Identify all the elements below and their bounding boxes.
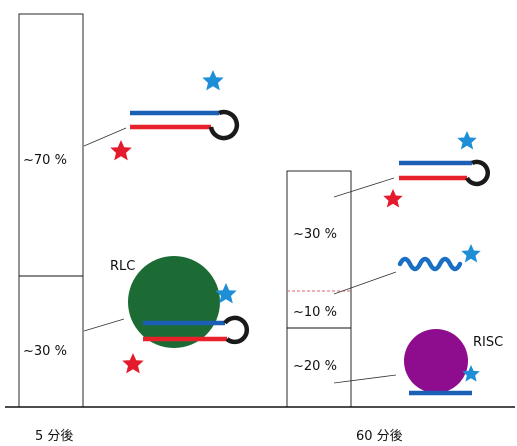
risc-complex-icon: RISC xyxy=(404,329,503,396)
blue-star-icon xyxy=(215,283,237,304)
column-5min: ~70 % ~30 % 5 分後 xyxy=(18,13,84,444)
pointer-60min-bottom xyxy=(333,374,397,384)
segment-label-5min-bottom: ~30 % xyxy=(23,344,67,359)
segment-label-60min-middle: ~10 % xyxy=(293,305,337,320)
pointer-5min-bottom xyxy=(83,318,125,332)
rlc-complex-icon: RLC xyxy=(110,256,249,348)
column-60min: ~30 % ~10 % ~20 % 60 分後 xyxy=(286,170,403,444)
blue-star-icon xyxy=(462,365,480,382)
segment-label-60min-top: ~30 % xyxy=(293,227,337,242)
red-star-icon xyxy=(122,353,144,374)
pointer-60min-top xyxy=(333,177,395,198)
blue-star-icon xyxy=(461,244,481,263)
hairpin-duplex-icon xyxy=(130,109,240,141)
segment-label-60min-bottom: ~20 % xyxy=(293,359,337,374)
red-star-icon xyxy=(383,189,403,208)
x-label-5min: 5 分後 xyxy=(35,429,73,444)
hairpin-duplex-icon xyxy=(399,159,490,187)
risc-label: RISC xyxy=(473,335,503,350)
bar-60min xyxy=(286,170,352,408)
x-label-60min: 60 分後 xyxy=(356,429,403,444)
wave-strand-icon xyxy=(397,256,463,272)
blue-star-icon xyxy=(457,131,477,150)
bar-5min xyxy=(18,13,84,408)
red-star-icon xyxy=(110,140,132,161)
segment-label-5min-top: ~70 % xyxy=(23,153,67,168)
pointer-lines xyxy=(83,127,397,384)
rlc-label: RLC xyxy=(110,259,135,274)
pointer-5min-top xyxy=(83,127,127,147)
pointer-60min-middle xyxy=(333,271,397,295)
blue-star-icon xyxy=(202,70,224,91)
